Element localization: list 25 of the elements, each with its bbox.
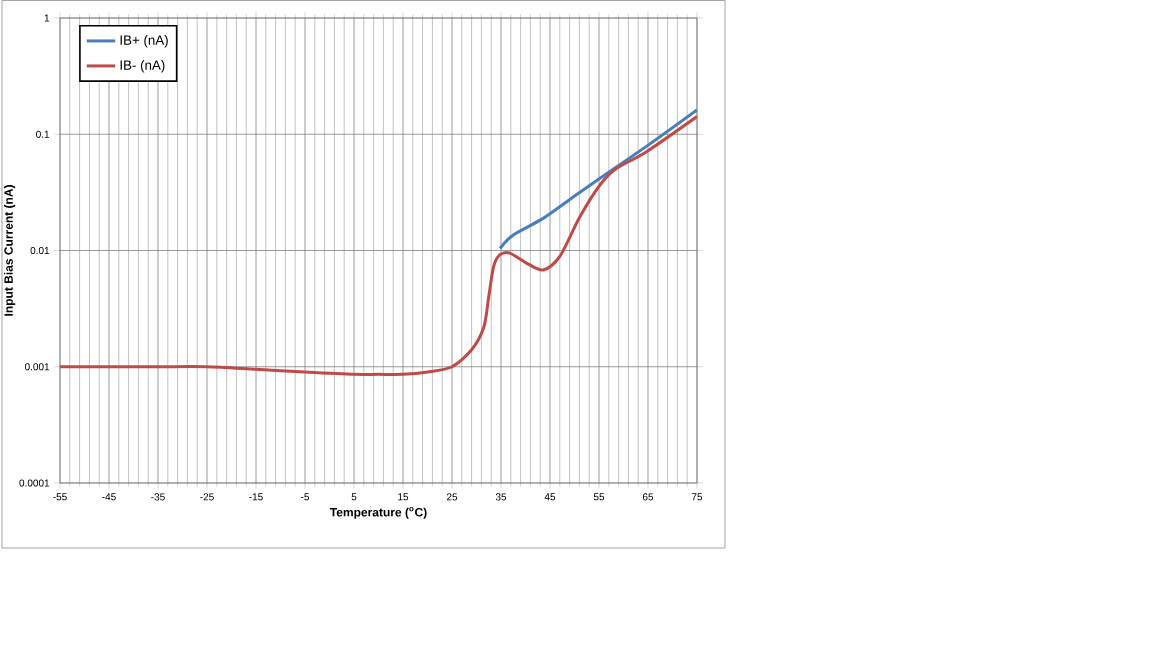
x-tick-label: 45: [544, 493, 556, 501]
x-tick-label: 75: [691, 493, 703, 501]
x-tick-label: -55: [53, 493, 67, 501]
line-series: [498, 108, 697, 251]
x-tick-label: -25: [200, 493, 214, 501]
y-tick-label: 0.0001: [19, 479, 50, 487]
x-tick-label: -5: [301, 493, 310, 501]
x-tick-label: -15: [249, 493, 263, 501]
x-tick-label: 65: [642, 493, 654, 501]
y-tick-label: 0.001: [24, 363, 50, 371]
x-tick-label: -35: [151, 493, 165, 501]
x-tick-label: 35: [495, 493, 507, 501]
legend-label: IB- (nA): [120, 60, 165, 73]
x-tick-label: -45: [102, 493, 116, 501]
x-tick-label: 25: [446, 493, 458, 501]
x-axis-title: Temperature ($^{o}$C): [329, 506, 427, 519]
y-tick-label: 1: [44, 14, 50, 22]
y-tick-label: 0.1: [36, 130, 50, 138]
legend-label: IB+ (nA): [120, 35, 168, 48]
x-tick-label: 5: [351, 493, 357, 501]
x-tick-label: 15: [398, 493, 409, 501]
y-axis-title: Input Bias Current (nA): [4, 185, 16, 316]
y-tick-label: 0.01: [30, 246, 50, 255]
x-tick-label: 55: [593, 493, 605, 501]
line-series: [60, 115, 697, 376]
